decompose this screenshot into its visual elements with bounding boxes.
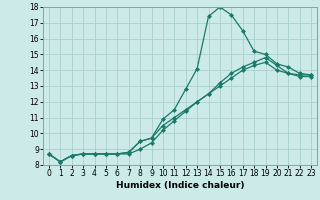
X-axis label: Humidex (Indice chaleur): Humidex (Indice chaleur): [116, 181, 244, 190]
